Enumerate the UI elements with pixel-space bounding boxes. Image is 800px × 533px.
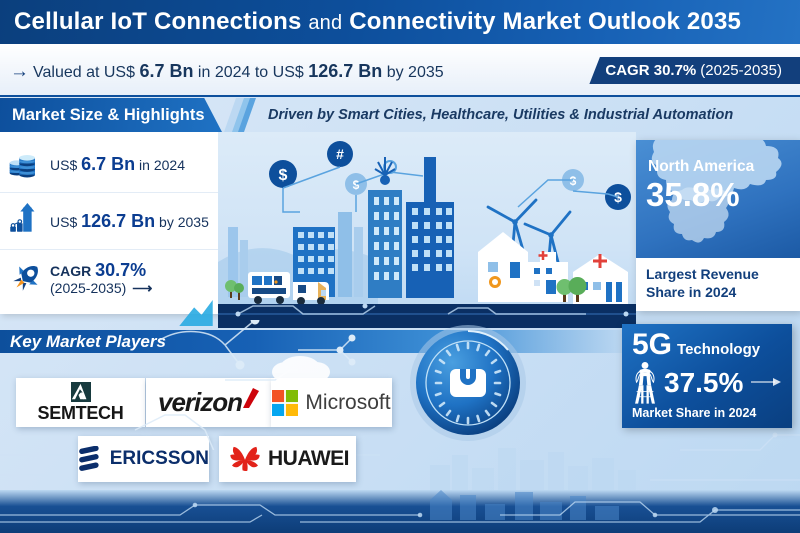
svg-text:$: $ — [279, 167, 288, 184]
svg-text:$: $ — [614, 189, 622, 205]
svg-text:#: # — [336, 146, 344, 162]
svg-text:$: $ — [570, 174, 577, 188]
svg-text:$: $ — [353, 178, 360, 192]
